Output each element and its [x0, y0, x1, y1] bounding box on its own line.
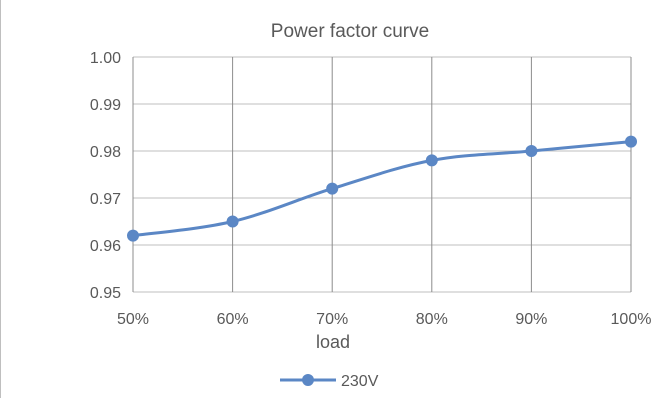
chart-title: Power factor curve: [271, 21, 429, 42]
data-point: [525, 145, 538, 157]
data-point: [625, 135, 637, 148]
y-tick-labels: 0.95 0.96 0.97 0.98 0.99 1.00: [90, 50, 121, 302]
data-point: [326, 182, 339, 195]
x-tick-labels: 50% 60% 70% 80% 90% 100%: [117, 311, 651, 328]
x-tick-label: 90%: [515, 311, 547, 328]
y-tick-label: 0.95: [90, 285, 121, 302]
series-markers: [127, 135, 637, 242]
x-tick-label: 100%: [611, 311, 652, 328]
x-tick-label: 50%: [117, 311, 149, 328]
y-tick-label: 1.00: [90, 50, 121, 67]
data-point: [425, 154, 438, 167]
legend-marker: [302, 374, 314, 386]
series-line-230v: [131, 140, 633, 238]
data-point: [127, 229, 139, 242]
x-tick-label: 70%: [316, 311, 348, 328]
x-tick-label: 80%: [416, 311, 448, 328]
y-tick-label: 0.99: [90, 97, 121, 114]
legend-label: 230V: [341, 373, 379, 390]
y-tick-label: 0.96: [90, 238, 121, 255]
y-tick-label: 0.98: [90, 144, 121, 161]
data-point: [226, 215, 239, 228]
x-tick-label: 60%: [217, 311, 249, 328]
y-tick-label: 0.97: [90, 191, 121, 208]
x-axis-title: load: [316, 332, 350, 352]
legend: 230V: [280, 373, 379, 390]
grid: [132, 56, 632, 293]
